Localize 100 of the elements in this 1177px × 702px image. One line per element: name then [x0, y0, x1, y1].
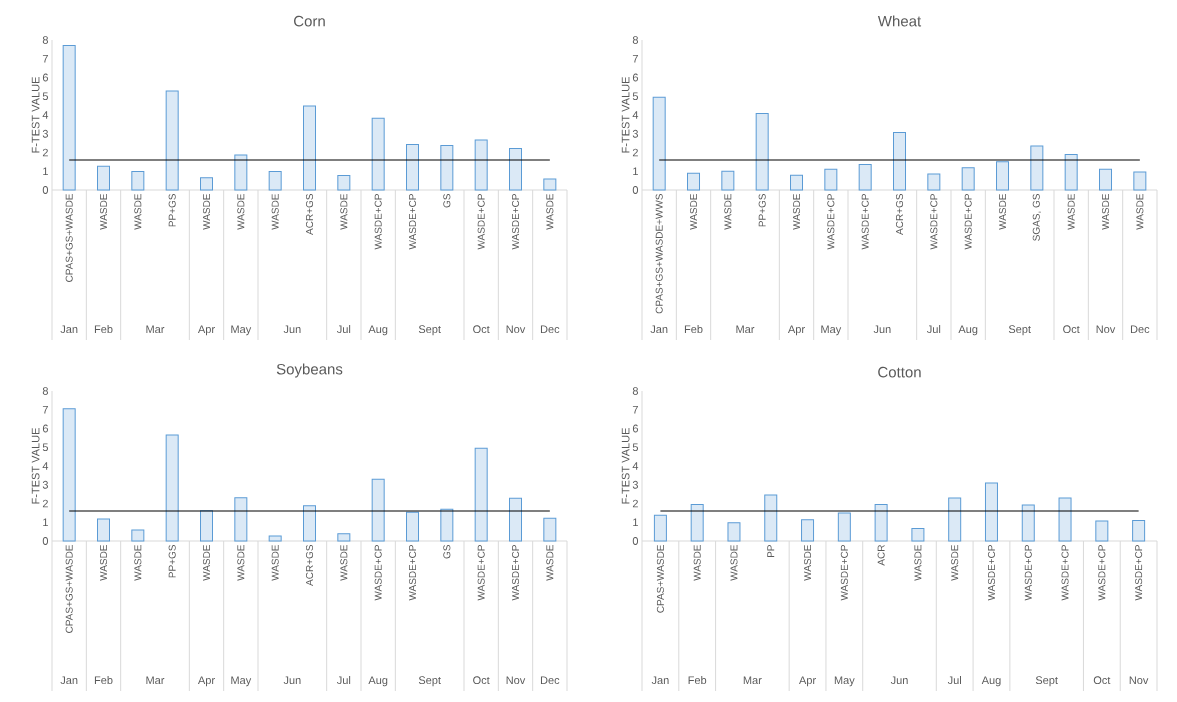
bar — [1132, 519, 1146, 542]
y-tick-label: 8 — [42, 36, 48, 44]
text: Sept — [1008, 325, 1031, 336]
y-tick-label: 8 — [632, 387, 638, 395]
bar — [62, 408, 76, 542]
text: Jan — [60, 676, 78, 685]
text: Oct — [1093, 676, 1111, 685]
bar — [200, 177, 213, 191]
text: Feb — [684, 325, 703, 334]
bar — [1064, 154, 1078, 191]
text: May — [834, 676, 855, 687]
x-tick-label: WASDE — [546, 544, 554, 581]
y-axis-title: F-TEST VALUE — [31, 77, 40, 153]
text: Apr — [197, 676, 215, 687]
x-tick-label: WASDE — [1101, 193, 1110, 230]
y-tick-label: 2 — [632, 499, 638, 508]
x-tick-label: WASDE+CP — [827, 194, 835, 250]
x-tick-label: WASDE+CP — [1061, 545, 1069, 601]
text: Mar — [743, 676, 762, 685]
x-tick-label: CPAS+WASDE — [656, 544, 664, 613]
x-tick-label: WASDE — [689, 193, 698, 230]
bar — [62, 45, 76, 191]
text: Apr — [197, 325, 215, 336]
bar — [97, 165, 110, 191]
y-tick-label: 1 — [43, 167, 48, 176]
y-tick-label: 8 — [632, 36, 638, 44]
y-tick-label: 1 — [43, 518, 48, 527]
text: May — [821, 325, 842, 336]
x-tick-label: WASDE — [804, 544, 812, 581]
bar — [234, 497, 248, 542]
bar — [440, 508, 454, 542]
text: Mar — [146, 325, 165, 334]
text: Nov — [1129, 676, 1149, 685]
y-tick-label: 5 — [42, 443, 48, 452]
x-tick-label: WASDE — [1136, 193, 1144, 230]
text: Oct — [1063, 325, 1080, 334]
x-tick-label: CPAS+GS+WASDE+WWS — [655, 193, 663, 314]
y-tick-label: 5 — [632, 92, 638, 101]
x-tick-label: WASDE — [134, 193, 142, 230]
y-axis-title: F-TEST VALUE — [621, 428, 630, 504]
y-tick-label: 3 — [42, 129, 48, 138]
text: Feb — [94, 325, 113, 334]
text: Aug — [368, 676, 388, 687]
x-tick-label: WASDE — [792, 193, 801, 230]
bar — [1095, 520, 1109, 542]
text: Jan — [650, 325, 668, 334]
bar — [406, 511, 420, 542]
bar — [474, 447, 488, 542]
bar — [543, 517, 557, 542]
bar — [801, 519, 815, 542]
text: Feb — [94, 676, 113, 685]
bar — [687, 172, 701, 191]
y-tick-label: 6 — [42, 424, 48, 433]
y-tick-label: 7 — [632, 54, 638, 63]
x-tick-label: WASDE — [1067, 193, 1075, 230]
bar — [1133, 171, 1147, 191]
text: Jul — [336, 325, 351, 334]
bar — [371, 117, 385, 191]
y-tick-label: 1 — [633, 167, 638, 176]
bar — [131, 529, 145, 542]
bar — [371, 478, 385, 542]
text: Nov — [506, 676, 526, 685]
bar — [961, 167, 975, 191]
bar — [97, 518, 110, 542]
bar — [790, 174, 804, 191]
bar — [996, 161, 1010, 191]
y-tick-label: 0 — [632, 186, 639, 194]
bar — [337, 533, 351, 542]
x-tick-label: WASDE — [99, 193, 108, 230]
x-tick-label: WASDE+CP — [840, 545, 848, 601]
y-tick-label: 2 — [42, 499, 48, 508]
x-tick-label: WASDE+CP — [964, 194, 972, 250]
x-tick-label: WASDE+CP — [1135, 545, 1143, 601]
x-tick-label: WASDE+CP — [374, 194, 382, 250]
y-tick-label: 6 — [632, 73, 638, 82]
y-tick-label: 8 — [42, 387, 48, 395]
x-tick-label: WASDE+CP — [930, 194, 938, 250]
x-tick-label: WASDE — [951, 544, 959, 581]
x-tick-label: WASDE+CP — [408, 194, 417, 250]
text: Dec — [540, 676, 560, 685]
x-tick-label: PP+GS — [168, 193, 176, 227]
y-tick-label: 4 — [42, 111, 49, 119]
x-tick-label: WASDE+CP — [511, 194, 520, 250]
bar — [474, 139, 488, 191]
x-tick-label: WASDE+CP — [477, 545, 485, 601]
text: Jun — [283, 325, 301, 334]
x-tick-label: PP+GS — [758, 193, 766, 227]
bar — [948, 497, 962, 542]
x-tick-label: WASDE — [134, 544, 142, 581]
x-tick-label: WASDE+CP — [477, 194, 485, 250]
bar — [165, 90, 179, 191]
text: Mar — [146, 676, 165, 685]
x-tick-label: WASDE+CP — [408, 545, 417, 601]
bar — [303, 105, 317, 191]
text: Nov — [506, 325, 526, 334]
text: Nov — [1096, 325, 1116, 334]
y-tick-label: 0 — [632, 537, 639, 545]
text: Oct — [473, 325, 490, 334]
bar — [165, 434, 179, 542]
bar — [1021, 504, 1035, 542]
